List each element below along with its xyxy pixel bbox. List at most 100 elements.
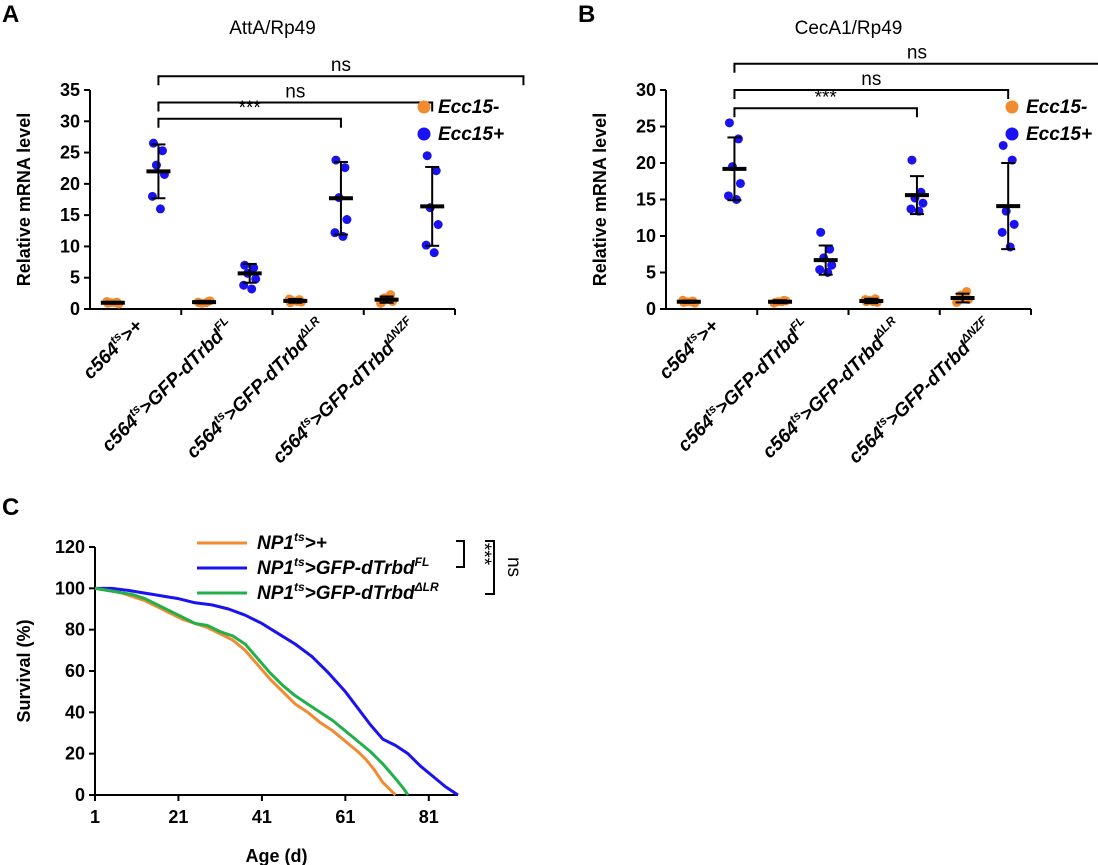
y-tick-label: 5 bbox=[70, 268, 80, 288]
data-point bbox=[724, 118, 734, 128]
data-point bbox=[433, 220, 443, 230]
panel-letter-c: C bbox=[2, 494, 19, 521]
legend-marker bbox=[417, 127, 431, 141]
category-label: c564ts>GFP-dTrbdΔNZF bbox=[267, 313, 422, 468]
data-point bbox=[148, 138, 158, 148]
data-point bbox=[998, 140, 1008, 150]
legend-label: NP1ts>+ bbox=[257, 530, 327, 554]
y-axis-title: Survival (%) bbox=[14, 619, 34, 722]
y-tick-label: 120 bbox=[55, 537, 85, 557]
x-tick-label: 21 bbox=[168, 807, 188, 827]
y-tick-label: 30 bbox=[60, 111, 80, 131]
y-tick-label: 30 bbox=[636, 80, 656, 100]
legend-marker bbox=[417, 100, 431, 114]
data-point bbox=[1009, 219, 1019, 229]
data-point bbox=[249, 263, 259, 273]
data-point bbox=[330, 228, 340, 238]
significance-label: ns bbox=[861, 69, 881, 90]
significance-label: *** bbox=[473, 543, 494, 566]
data-point bbox=[723, 191, 733, 201]
data-point bbox=[340, 163, 350, 173]
significance-label: ns bbox=[503, 557, 524, 577]
significance-label: ns bbox=[907, 43, 927, 64]
data-point bbox=[338, 231, 348, 241]
significance-bracket bbox=[485, 540, 495, 595]
data-point bbox=[429, 248, 439, 258]
significance-label: ns bbox=[331, 55, 351, 76]
data-point bbox=[825, 244, 835, 254]
panel-letter-b: B bbox=[578, 1, 595, 28]
data-point bbox=[342, 215, 352, 225]
chart-atta-rp49: AttA/Rp49 0 5 10 15 20 25 30 35 Relative mRNA lev… bbox=[14, 18, 525, 468]
y-tick-label: 5 bbox=[646, 263, 656, 283]
significance-bracket bbox=[733, 107, 918, 118]
x-tick-label: 61 bbox=[335, 807, 355, 827]
y-tick-label: 0 bbox=[646, 299, 656, 319]
data-point bbox=[240, 260, 250, 270]
panel-letter-a: A bbox=[2, 1, 19, 28]
legend-label: Ecc15+ bbox=[1026, 124, 1092, 145]
data-point bbox=[247, 284, 257, 294]
data-point bbox=[251, 274, 261, 284]
data-point bbox=[815, 265, 825, 275]
category-label: c564ts>+ bbox=[77, 314, 147, 384]
significance-label: *** bbox=[239, 98, 262, 119]
category-label: c564ts>+ bbox=[653, 314, 723, 384]
x-tick-label: 41 bbox=[252, 807, 272, 827]
y-tick-label: 60 bbox=[65, 661, 85, 681]
data-point bbox=[155, 204, 165, 214]
data-point bbox=[906, 204, 916, 214]
y-tick-label: 25 bbox=[636, 117, 656, 137]
chart-survival: 0 20 40 60 80 100 120 1 21 41 61 81 Age (d) Survival … bbox=[14, 530, 524, 865]
y-tick-label: 20 bbox=[65, 744, 85, 764]
y-tick-label: 15 bbox=[60, 205, 80, 225]
y-tick-label: 15 bbox=[636, 190, 656, 210]
legend-label: Ecc15+ bbox=[438, 124, 504, 145]
y-tick-label: 35 bbox=[60, 80, 80, 100]
y-tick-label: 0 bbox=[75, 785, 85, 805]
x-axis-title: Age (d) bbox=[246, 846, 308, 865]
y-tick-label: 20 bbox=[636, 153, 656, 173]
legend-label: Ecc15- bbox=[1026, 97, 1087, 118]
significance-label: ns bbox=[285, 82, 305, 103]
data-point bbox=[151, 160, 161, 170]
category-label: c564ts>GFP-dTrbdΔNZF bbox=[843, 313, 998, 468]
data-point bbox=[422, 151, 432, 161]
legend-marker bbox=[1005, 100, 1019, 114]
significance-bracket bbox=[733, 62, 1098, 73]
significance-bracket bbox=[456, 540, 465, 568]
data-point bbox=[431, 166, 441, 176]
chart-title: CecA1/Rp49 bbox=[795, 18, 903, 39]
survival-curve bbox=[94, 586, 410, 796]
chart-title: AttA/Rp49 bbox=[229, 18, 316, 39]
legend-marker bbox=[1005, 127, 1019, 141]
y-tick-label: 0 bbox=[70, 299, 80, 319]
data-point bbox=[907, 155, 917, 165]
y-tick-label: 25 bbox=[60, 143, 80, 163]
y-axis-title: Relative mRNA level bbox=[590, 113, 610, 286]
data-point bbox=[735, 178, 745, 188]
legend-label: NP1ts>GFP-dTrbdΔLR bbox=[257, 580, 439, 604]
significance-bracket bbox=[733, 89, 1010, 99]
data-point bbox=[147, 191, 157, 201]
significance-bracket bbox=[157, 75, 525, 86]
legend-label: Ecc15- bbox=[438, 97, 499, 118]
legend-label: NP1ts>GFP-dTrbdFL bbox=[257, 555, 429, 579]
y-tick-label: 20 bbox=[60, 174, 80, 194]
y-tick-label: 10 bbox=[636, 226, 656, 246]
data-point bbox=[827, 260, 837, 270]
x-tick-label: 1 bbox=[90, 807, 100, 827]
significance-bracket bbox=[157, 101, 434, 112]
chart-ceca1-rp49: CecA1/Rp49 0 5 10 15 20 25 30 Relative mRNA leve… bbox=[590, 18, 1098, 468]
y-tick-label: 80 bbox=[65, 620, 85, 640]
survival-curve bbox=[95, 586, 459, 797]
data-point bbox=[157, 146, 167, 156]
x-tick-label: 81 bbox=[419, 807, 439, 827]
data-point bbox=[331, 155, 341, 165]
y-tick-label: 10 bbox=[60, 236, 80, 256]
significance-label: *** bbox=[815, 87, 838, 108]
survival-curve bbox=[94, 586, 397, 797]
significance-bracket bbox=[157, 117, 342, 128]
data-point bbox=[997, 227, 1007, 237]
